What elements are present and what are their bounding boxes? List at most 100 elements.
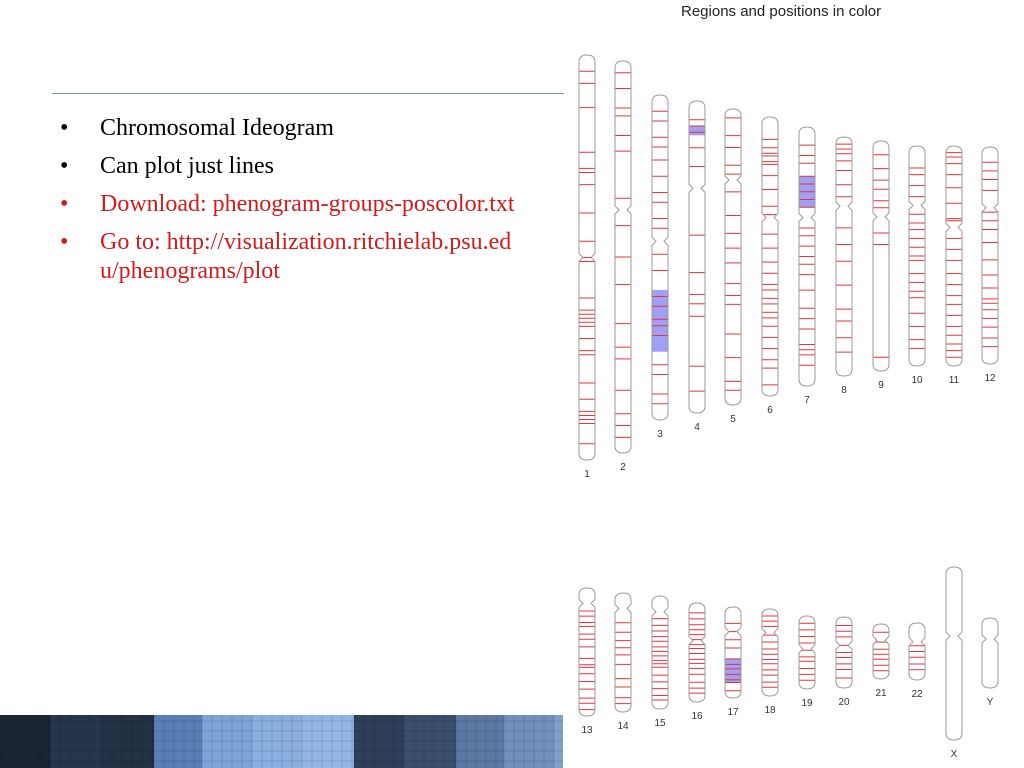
bullet-item: • Can plot just lines — [60, 152, 520, 181]
chromosome-6: 6 — [761, 116, 779, 416]
chromosome-label: 8 — [841, 385, 847, 396]
banner-block — [404, 715, 456, 768]
chromosome-outline — [872, 623, 890, 680]
chromosome-label: 12 — [984, 373, 996, 384]
chromosome-label: 2 — [620, 462, 626, 473]
bullet-dot: • — [60, 115, 69, 141]
chromosome-1: 1 — [578, 54, 596, 480]
chromosome-label: 9 — [878, 380, 884, 391]
ideogram-title: Regions and positions in color — [681, 3, 882, 20]
chromosome-label: 14 — [617, 721, 629, 732]
chromosome-label: 5 — [730, 414, 736, 425]
chromosome-label: 22 — [911, 689, 923, 700]
banner-block — [456, 715, 504, 768]
chromosome-18: 18 — [761, 608, 779, 716]
chromosome-outline — [688, 602, 706, 703]
chromosome-outline — [578, 587, 596, 717]
chromosome-22: 22 — [908, 622, 926, 700]
highlight-region — [725, 658, 741, 683]
chromosome-label: 17 — [727, 707, 739, 718]
bullet-item: • Chromosomal Ideogram — [60, 114, 520, 143]
chromosome-label: 10 — [911, 375, 923, 386]
banner-block — [252, 715, 302, 768]
chromosome-outline — [761, 608, 779, 697]
chromosome-outline — [908, 622, 926, 681]
chromosome-outline — [908, 145, 926, 367]
title-divider-line — [52, 93, 564, 94]
chromosome-outline — [945, 566, 963, 741]
chromosome-label: 19 — [801, 698, 813, 709]
banner-block — [154, 715, 202, 768]
chromosome-label: 3 — [657, 429, 663, 440]
chromosome-21: 21 — [872, 623, 890, 699]
footer-banner — [0, 715, 563, 768]
chromosome-17: 17 — [724, 606, 742, 718]
chromosome-14: 14 — [614, 592, 632, 732]
bullet-list: • Chromosomal Ideogram • Can plot just l… — [60, 114, 520, 295]
chromosome-label: 21 — [875, 688, 887, 699]
bullet-item-goto: • Go to: http://visualization.ritchielab… — [60, 228, 520, 286]
banner-block — [302, 715, 354, 768]
chromosome-2: 2 — [614, 60, 632, 473]
chromosome-label: 7 — [804, 395, 810, 406]
banner-block — [354, 715, 404, 768]
chromosome-10: 10 — [908, 145, 926, 386]
chromosome-5: 5 — [724, 108, 742, 425]
chromosome-9: 9 — [872, 140, 890, 391]
chromosome-outline — [798, 126, 816, 387]
chromosome-outline — [981, 146, 999, 365]
chromosome-13: 13 — [578, 587, 596, 736]
chromosome-label: X — [951, 749, 958, 760]
chromosome-19: 19 — [798, 615, 816, 709]
banner-block — [202, 715, 252, 768]
banner-block — [554, 715, 563, 768]
chromosome-3: 3 — [651, 94, 669, 440]
chromosome-16: 16 — [688, 602, 706, 722]
chromosome-outline — [724, 108, 742, 406]
chromosome-outline — [614, 60, 632, 454]
chromosome-label: 11 — [949, 375, 960, 386]
bullet-item-download: • Download: phenogram-groups-poscolor.tx… — [60, 190, 520, 219]
chromosome-label: 20 — [838, 697, 850, 708]
banner-block — [102, 715, 154, 768]
chromosome-outline — [981, 617, 999, 689]
chromosome-outline — [578, 54, 596, 461]
banner-block — [0, 715, 50, 768]
chromosome-label: 13 — [581, 725, 593, 736]
chromosome-outline — [835, 136, 853, 377]
chromosome-outline — [724, 606, 742, 699]
chromosome-11: 11 — [945, 145, 963, 386]
chromosome-20: 20 — [835, 616, 853, 708]
bullet-text: Can plot just lines — [100, 153, 274, 179]
highlight-region — [689, 125, 705, 136]
chromosome-label: 6 — [767, 405, 773, 416]
chromosome-outline — [945, 145, 963, 367]
chromosome-outline — [651, 595, 669, 710]
chromosome-label: 15 — [654, 718, 666, 729]
highlight-region — [652, 290, 668, 352]
chromosome-outline — [872, 140, 890, 372]
bullet-text: Chromosomal Ideogram — [100, 115, 334, 141]
bullet-dot: • — [60, 191, 69, 217]
chromosome-outline — [614, 592, 632, 713]
chromosome-label: 1 — [584, 469, 590, 480]
chromosome-outline — [798, 615, 816, 690]
bullet-text: Download: phenogram-groups-poscolor.txt — [100, 191, 515, 217]
bullet-dot: • — [60, 229, 69, 255]
bullet-dot: • — [60, 153, 69, 179]
chromosome-label: 16 — [691, 711, 703, 722]
bullet-text: Go to: http://visualization.ritchielab.p… — [100, 229, 512, 284]
banner-block — [50, 715, 102, 768]
chromosome-X: X — [945, 566, 963, 760]
chromosome-label: 18 — [764, 705, 776, 716]
chromosome-4: 4 — [688, 100, 706, 433]
chromosome-Y: Y — [981, 617, 999, 708]
chromosome-label: 4 — [694, 422, 700, 433]
chromosome-8: 8 — [835, 136, 853, 396]
chromosome-15: 15 — [651, 595, 669, 729]
chromosome-outline — [835, 616, 853, 689]
chromosome-7: 7 — [798, 126, 816, 406]
chromosome-outline — [651, 94, 669, 421]
chromosome-label: Y — [987, 697, 994, 708]
